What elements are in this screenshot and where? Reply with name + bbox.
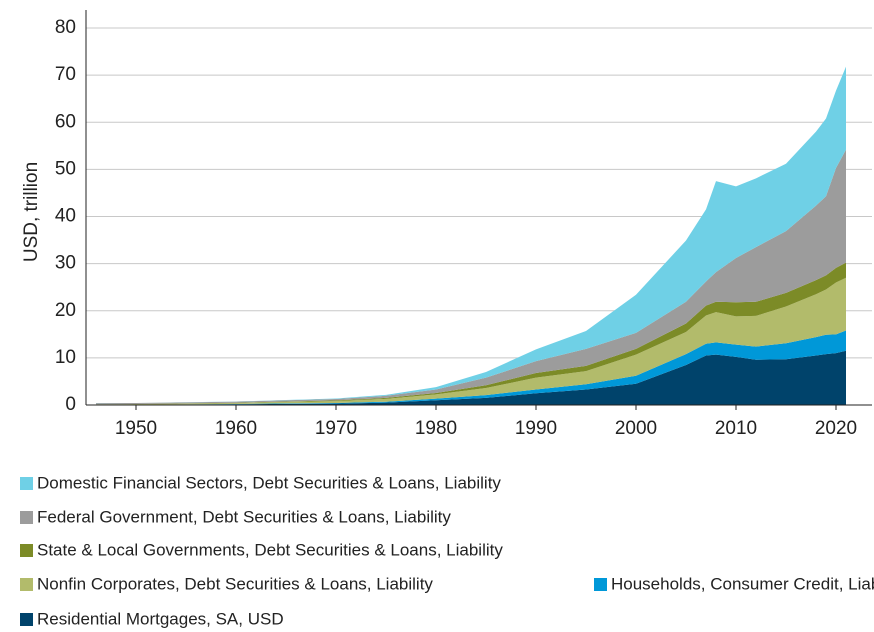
legend-swatch — [20, 511, 33, 524]
y-tick-label: 70 — [55, 64, 76, 85]
y-tick-label: 30 — [55, 253, 76, 274]
x-tick-label: 2010 — [715, 418, 757, 439]
legend-label: State & Local Governments, Debt Securiti… — [37, 540, 503, 559]
y-tick-label: 40 — [55, 206, 76, 227]
area — [96, 350, 846, 405]
legend-swatch — [20, 613, 33, 626]
x-tick-label: 1960 — [215, 418, 257, 439]
x-tick-label: 2020 — [815, 418, 857, 439]
y-tick-label: 80 — [55, 17, 76, 38]
x-tick-label: 1950 — [115, 418, 157, 439]
legend-swatch — [20, 544, 33, 557]
x-tick-label: 1970 — [315, 418, 357, 439]
x-tick-label: 1990 — [515, 418, 557, 439]
legend-swatch — [20, 578, 33, 591]
y-axis-label: USD, trillion — [21, 162, 42, 262]
y-tick-label: 60 — [55, 111, 76, 132]
y-tick-label: 20 — [55, 300, 76, 321]
legend-label: Nonfin Corporates, Debt Securities & Loa… — [37, 574, 433, 593]
area — [96, 66, 846, 404]
x-tick-label: 1980 — [415, 418, 457, 439]
x-tick-label: 2000 — [615, 418, 657, 439]
legend-label: Households, Consumer Credit, Liability — [611, 574, 874, 593]
y-tick-label: 50 — [55, 158, 76, 179]
area — [96, 277, 846, 405]
legend-label: Federal Government, Debt Securities & Lo… — [37, 507, 451, 526]
y-tick-label: 10 — [55, 347, 76, 368]
legend-label: Domestic Financial Sectors, Debt Securit… — [37, 473, 501, 492]
legend-label: Residential Mortgages, SA, USD — [37, 609, 284, 628]
y-tick-label: 0 — [65, 394, 76, 415]
legend-swatch — [594, 578, 607, 591]
legend-swatch — [20, 477, 33, 490]
